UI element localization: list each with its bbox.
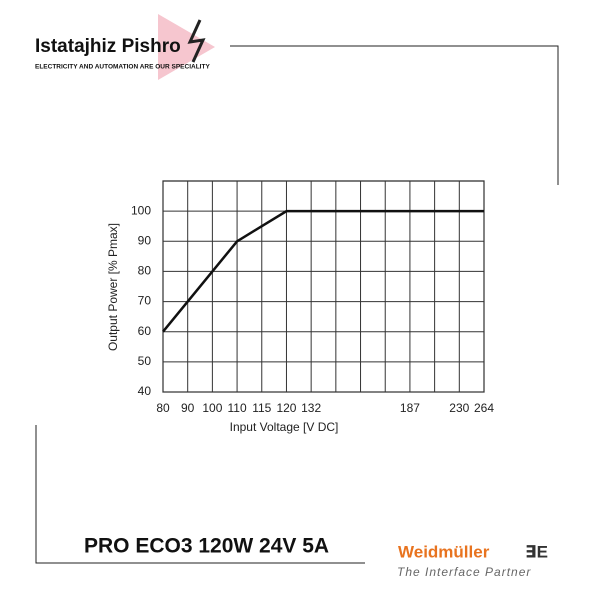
plot-frame	[162, 180, 485, 393]
y-tick-label: 70	[138, 294, 152, 308]
x-tick-label: 187	[400, 401, 420, 415]
frame-line	[230, 45, 559, 185]
y-tick-label: 80	[138, 264, 152, 278]
x-tick-label: 100	[202, 401, 222, 415]
product-name: PRO ECO3 120W 24V 5A	[84, 535, 329, 558]
x-tick-label: 132	[301, 401, 321, 415]
y-tick-label: 90	[138, 233, 152, 247]
x-tick-label: 264	[474, 401, 494, 415]
y-tick-label: 100	[131, 203, 151, 217]
maker-name: Weidmüller	[398, 542, 490, 561]
y-tick-label: 50	[138, 354, 152, 368]
plot: 40 50 60 70 80 90 100 80 90 100 110 115 120 132 187 230…	[131, 180, 494, 415]
frame-line	[35, 425, 365, 564]
x-tick-label: 110	[228, 401, 247, 415]
x-tick-label: 90	[181, 401, 195, 415]
x-tick-label: 230	[449, 401, 469, 415]
x-tick-label: 120	[276, 401, 296, 415]
x-axis-label: Input Voltage [V DC]	[230, 420, 339, 434]
tagline: The Interface Partner	[397, 565, 531, 579]
y-tick-label: 60	[138, 324, 152, 338]
data-line	[162, 209, 484, 333]
maker-logo: ∃E	[525, 542, 548, 561]
y-axis-label: Output Power [% Pmax]	[106, 223, 120, 351]
logo-mark	[158, 14, 215, 80]
company-name: Istatajhiz Pishro	[35, 36, 181, 57]
x-tick-label: 80	[156, 401, 170, 415]
slogan: ELECTRICITY AND AUTOMATION ARE OUR SPECI…	[35, 64, 210, 71]
logo-bolt	[187, 19, 206, 63]
x-tick-label: 115	[252, 401, 271, 415]
y-tick-label: 40	[138, 384, 152, 398]
